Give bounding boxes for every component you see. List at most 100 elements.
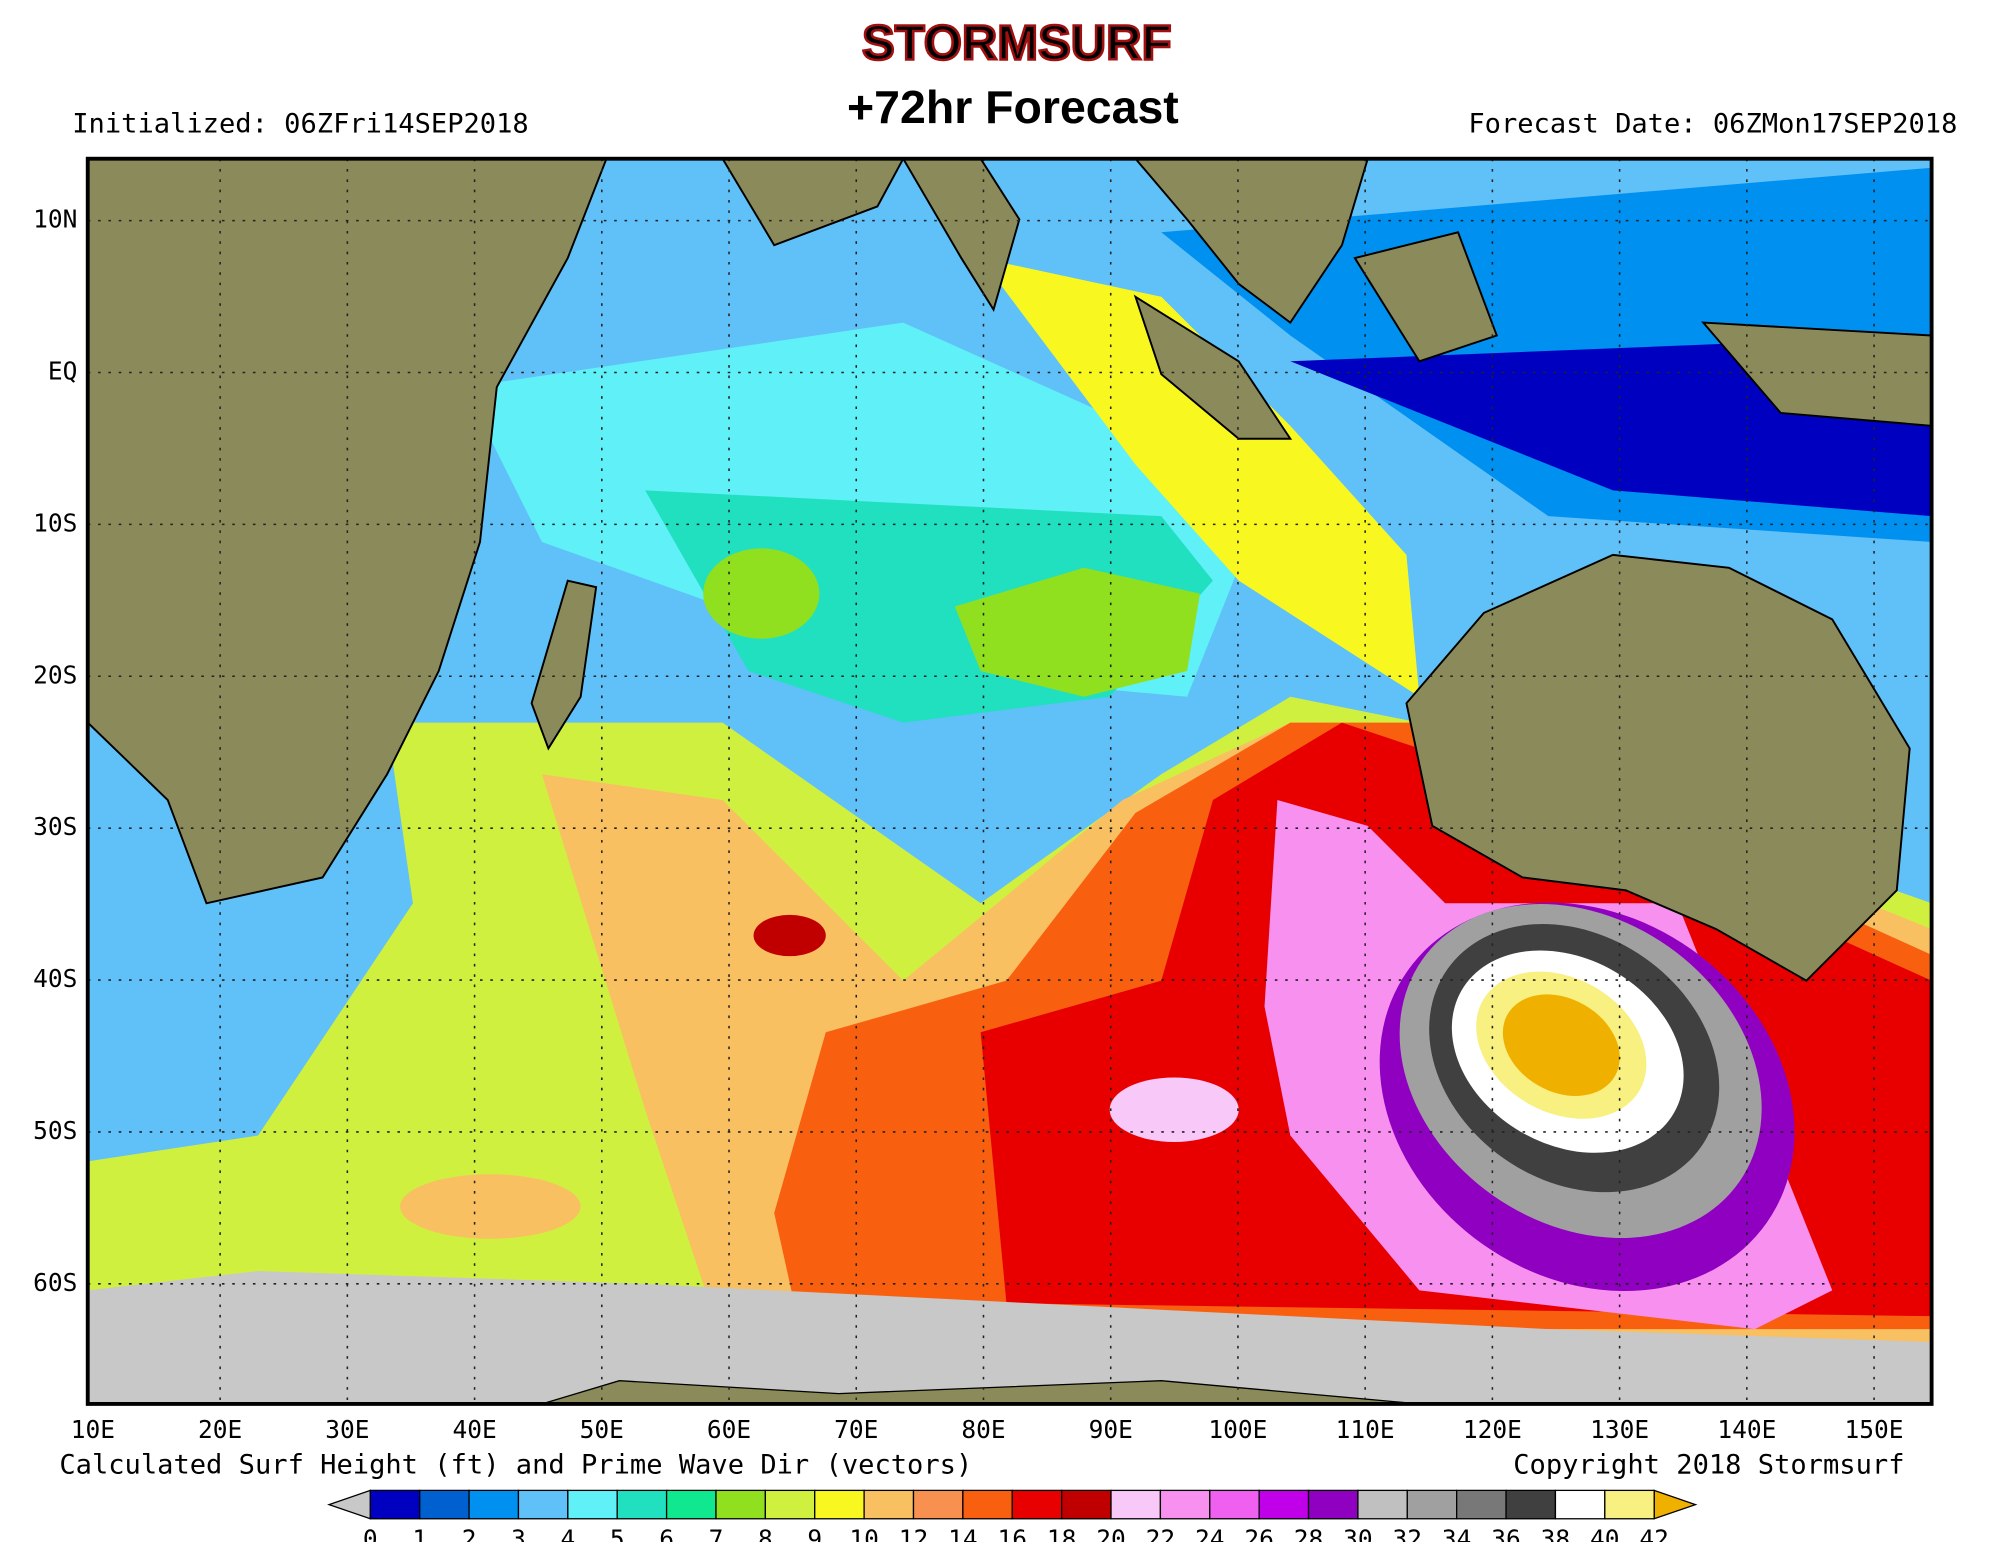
antarctica — [541, 1380, 1420, 1404]
lon-label: 150E — [1845, 1415, 1904, 1444]
scale-swatch — [1110, 1489, 1162, 1520]
southeast-asia — [1134, 158, 1369, 324]
copyright: Copyright 2018 Stormsurf — [1513, 1449, 1904, 1480]
scale-label: 16 — [998, 1525, 1028, 1542]
scale-swatch — [814, 1489, 865, 1520]
forecast-date: Forecast Date: 06ZMon17SEP2018 — [1468, 109, 1957, 140]
scale-swatch — [764, 1489, 816, 1520]
australia — [1405, 553, 1911, 982]
color-scale: 0 1 2 3 4 5 6 7 8 9 10 12 14 16 18 20 22 24 26 28 30 32 34 36 38… — [327, 1489, 1698, 1542]
lat-label: 60S — [33, 1268, 77, 1297]
lon-label: 110E — [1336, 1415, 1395, 1444]
scale-swatch — [863, 1489, 915, 1520]
scale-swatch — [1159, 1489, 1211, 1520]
lon-label: 50E — [580, 1415, 624, 1444]
scale-label: 40 — [1590, 1525, 1620, 1542]
scale-swatch — [567, 1489, 618, 1520]
scale-swatch — [1456, 1489, 1507, 1520]
scale-label: 2 — [462, 1525, 477, 1542]
caption: Calculated Surf Height (ft) and Prime Wa… — [59, 1449, 972, 1480]
scale-swatch — [912, 1489, 964, 1520]
scale-swatch — [1604, 1489, 1655, 1520]
scale-label: 10 — [849, 1525, 879, 1542]
scale-swatch — [1209, 1489, 1260, 1520]
scale-label: 1 — [412, 1525, 427, 1542]
scale-label: 8 — [758, 1525, 773, 1542]
lat-label: EQ — [48, 357, 78, 386]
swell-zone — [954, 567, 1200, 697]
swell-zone — [1109, 1077, 1239, 1142]
lat-label: 50S — [33, 1116, 77, 1145]
scale-swatch — [1011, 1489, 1063, 1520]
lon-label: 30E — [325, 1415, 369, 1444]
scale-label: 36 — [1491, 1525, 1521, 1542]
sumatra — [1133, 294, 1293, 440]
scale-label: 18 — [1047, 1525, 1077, 1542]
scale-swatch — [715, 1489, 767, 1520]
swell-zone — [980, 258, 1420, 697]
scale-label: 12 — [899, 1525, 929, 1542]
scale-label: 20 — [1096, 1525, 1126, 1542]
swell-zone — [753, 914, 826, 957]
scale-label: 7 — [709, 1525, 724, 1542]
lon-label: 10E — [71, 1415, 115, 1444]
map-area — [87, 158, 1932, 1404]
lon-label: 100E — [1208, 1415, 1267, 1444]
scale-swatch — [369, 1489, 421, 1520]
lon-label: 40E — [452, 1415, 496, 1444]
scale-above — [1653, 1489, 1698, 1520]
map-frame — [85, 156, 1934, 1406]
india — [902, 158, 1021, 313]
antarctic-ice — [87, 1271, 1932, 1404]
scale-swatch — [1406, 1489, 1458, 1520]
scale-swatch — [1060, 1489, 1112, 1520]
scale-label: 34 — [1442, 1525, 1472, 1542]
lon-label: 120E — [1463, 1415, 1522, 1444]
scale-label: 5 — [610, 1525, 625, 1542]
scale-label: 22 — [1146, 1525, 1176, 1542]
lon-label: 90E — [1089, 1415, 1133, 1444]
scale-label: 4 — [560, 1525, 575, 1542]
scale-swatch — [468, 1489, 520, 1520]
lon-label: 140E — [1717, 1415, 1776, 1444]
scale-label: 3 — [511, 1525, 526, 1542]
graticule — [87, 158, 1932, 1404]
scale-label: 30 — [1343, 1525, 1373, 1542]
scale-swatch — [1307, 1489, 1359, 1520]
scale-below — [327, 1489, 371, 1520]
scale-label: 26 — [1244, 1525, 1274, 1542]
scale-swatch — [517, 1489, 569, 1520]
swell-zone — [1502, 994, 1620, 1096]
swell-zone — [400, 1174, 581, 1239]
arabia — [721, 158, 905, 247]
borneo — [1353, 231, 1499, 363]
lat-label: 30S — [33, 812, 77, 841]
scale-swatch — [1258, 1489, 1310, 1520]
lat-label: 40S — [33, 964, 77, 993]
scale-label: 14 — [948, 1525, 978, 1542]
scale-label: 42 — [1639, 1525, 1669, 1542]
scale-swatch — [419, 1489, 470, 1520]
lon-label: 20E — [198, 1415, 242, 1444]
lat-label: 20S — [33, 660, 77, 689]
scale-swatch — [665, 1489, 717, 1520]
scale-swatch — [962, 1489, 1013, 1520]
lon-label: 60E — [707, 1415, 751, 1444]
scale-label: 28 — [1294, 1525, 1324, 1542]
lon-label: 80E — [961, 1415, 1005, 1444]
initialized-time: Initialized: 06ZFri14SEP2018 — [72, 109, 528, 140]
forecast-title: +72hr Forecast — [847, 81, 1179, 133]
madagascar — [530, 579, 598, 751]
scale-swatch — [1357, 1489, 1408, 1520]
scale-label: 6 — [659, 1525, 674, 1542]
swell-zone — [703, 548, 820, 639]
lat-label: 10S — [33, 508, 77, 537]
scale-label: 38 — [1541, 1525, 1571, 1542]
scale-label: 0 — [363, 1525, 378, 1542]
scale-label: 9 — [807, 1525, 822, 1542]
logo: STORMSURF — [862, 16, 1172, 70]
new-guinea — [1701, 321, 1932, 427]
scale-label: 24 — [1195, 1525, 1225, 1542]
